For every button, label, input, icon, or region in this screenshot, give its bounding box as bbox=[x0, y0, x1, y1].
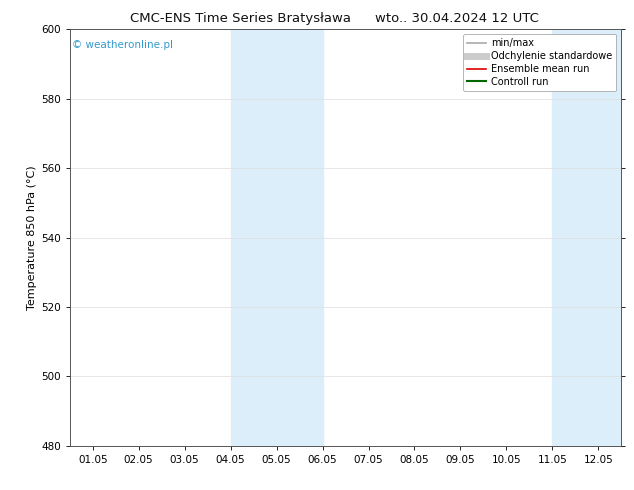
Text: CMC-ENS Time Series Bratysława: CMC-ENS Time Series Bratysława bbox=[131, 12, 351, 25]
Text: wto.. 30.04.2024 12 UTC: wto.. 30.04.2024 12 UTC bbox=[375, 12, 538, 25]
Bar bbox=[552, 29, 634, 446]
Bar bbox=[231, 29, 323, 446]
Text: © weatheronline.pl: © weatheronline.pl bbox=[72, 40, 174, 50]
Y-axis label: Temperature 850 hPa (°C): Temperature 850 hPa (°C) bbox=[27, 165, 37, 310]
Legend: min/max, Odchylenie standardowe, Ensemble mean run, Controll run: min/max, Odchylenie standardowe, Ensembl… bbox=[463, 34, 616, 91]
